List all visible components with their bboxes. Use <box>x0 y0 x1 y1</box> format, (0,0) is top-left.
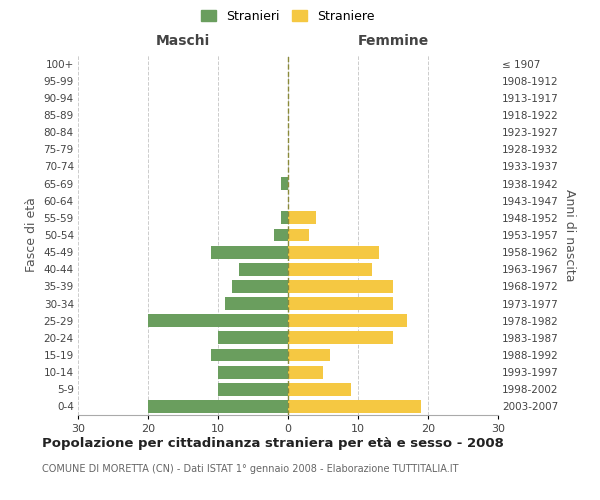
Bar <box>288 400 421 413</box>
Bar <box>288 314 407 327</box>
Bar <box>218 332 288 344</box>
Bar <box>274 228 288 241</box>
Bar <box>148 314 288 327</box>
Bar <box>288 263 372 276</box>
Bar <box>288 366 323 378</box>
Text: Femmine: Femmine <box>358 34 428 48</box>
Bar <box>232 280 288 293</box>
Bar <box>211 246 288 258</box>
Bar <box>288 297 393 310</box>
Bar <box>288 280 393 293</box>
Bar <box>148 400 288 413</box>
Text: Popolazione per cittadinanza straniera per età e sesso - 2008: Popolazione per cittadinanza straniera p… <box>42 438 504 450</box>
Bar <box>225 297 288 310</box>
Bar <box>288 348 330 362</box>
Bar <box>218 366 288 378</box>
Bar <box>288 228 309 241</box>
Bar <box>288 332 393 344</box>
Bar <box>281 212 288 224</box>
Bar <box>281 177 288 190</box>
Bar <box>239 263 288 276</box>
Bar <box>288 246 379 258</box>
Legend: Stranieri, Straniere: Stranieri, Straniere <box>196 4 380 28</box>
Bar <box>218 383 288 396</box>
Bar <box>288 383 351 396</box>
Y-axis label: Anni di nascita: Anni di nascita <box>563 188 575 281</box>
Text: COMUNE DI MORETTA (CN) - Dati ISTAT 1° gennaio 2008 - Elaborazione TUTTITALIA.IT: COMUNE DI MORETTA (CN) - Dati ISTAT 1° g… <box>42 464 458 474</box>
Y-axis label: Fasce di età: Fasce di età <box>25 198 38 272</box>
Bar <box>288 212 316 224</box>
Bar <box>211 348 288 362</box>
Text: Maschi: Maschi <box>156 34 210 48</box>
